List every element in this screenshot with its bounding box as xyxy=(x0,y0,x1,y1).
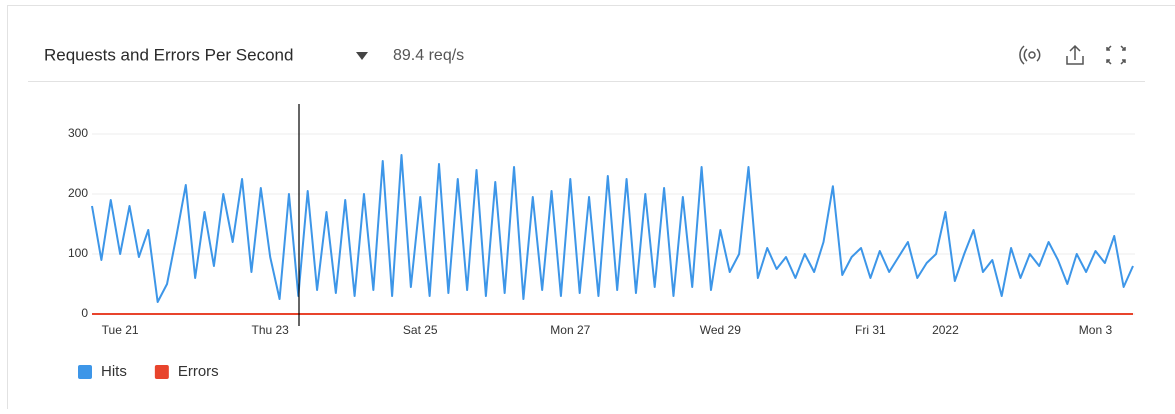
legend-item[interactable]: Hits xyxy=(78,363,127,380)
x-tick-label: Tue 21 xyxy=(102,323,139,337)
x-tick-label: Fri 31 xyxy=(855,323,886,337)
y-tick-label: 200 xyxy=(68,186,88,200)
widget-title: Requests and Errors Per Second xyxy=(44,45,293,64)
legend-label: Errors xyxy=(178,363,219,380)
x-tick-label: Thu 23 xyxy=(252,323,290,337)
y-tick-label: 300 xyxy=(68,126,88,140)
y-tick-label: 100 xyxy=(68,246,88,260)
x-tick-label: Sat 25 xyxy=(403,323,438,337)
legend-swatch xyxy=(155,365,169,379)
x-tick-label: Mon 3 xyxy=(1079,323,1113,337)
legend-item[interactable]: Errors xyxy=(155,363,219,380)
x-tick-label: Wed 29 xyxy=(700,323,741,337)
x-tick-label: Mon 27 xyxy=(550,323,590,337)
x-tick-label: 2022 xyxy=(932,323,959,337)
metric-value: 89.4 req/s xyxy=(393,47,464,64)
y-tick-label: 0 xyxy=(81,306,88,320)
legend-swatch xyxy=(78,365,92,379)
legend-label: Hits xyxy=(101,363,127,380)
